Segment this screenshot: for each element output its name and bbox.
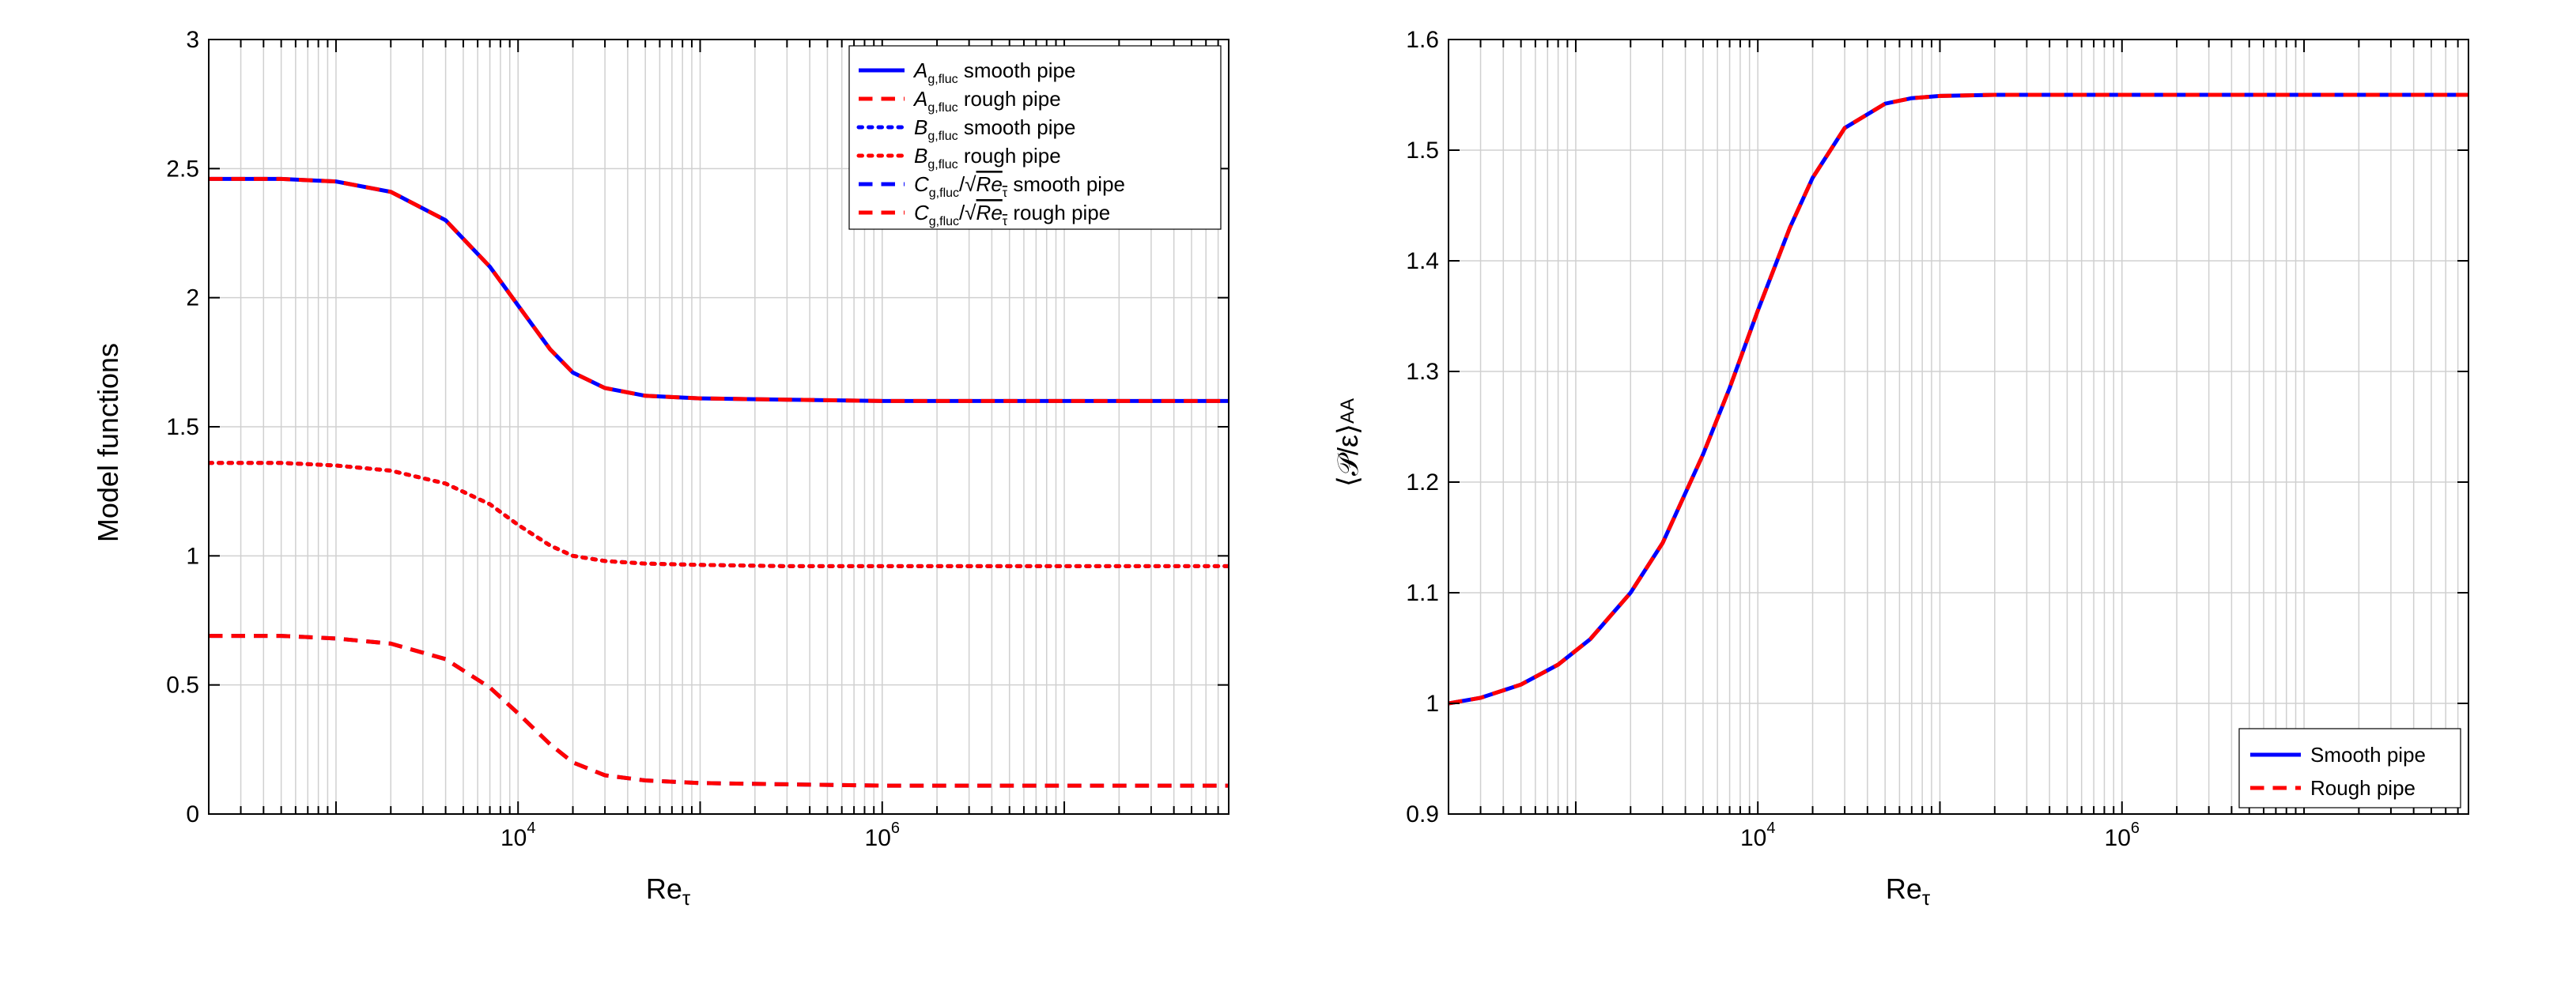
svg-text:106: 106 xyxy=(865,820,901,851)
svg-text:3: 3 xyxy=(186,27,199,53)
svg-text:1.5: 1.5 xyxy=(166,414,199,440)
svg-text:1.5: 1.5 xyxy=(1406,138,1439,164)
series-B_smooth xyxy=(209,463,1229,567)
svg-text:2.5: 2.5 xyxy=(166,156,199,182)
svg-text:106: 106 xyxy=(2105,820,2140,851)
right-panel: ⟨𝒫/ε⟩AA 0.9 1 1.1 1.2 1.3 1.4 1.5 1.6 104 106 Smoo… xyxy=(1331,24,2484,910)
right-plot-area: 0.9 1 1.1 1.2 1.3 1.4 1.5 1.6 104 106 Smooth pipe R… xyxy=(1377,24,2484,861)
svg-text:1: 1 xyxy=(186,543,199,569)
svg-text:1.3: 1.3 xyxy=(1406,359,1439,385)
svg-text:104: 104 xyxy=(1740,820,1776,851)
left-ylabel: Model functions xyxy=(92,343,125,542)
svg-text:104: 104 xyxy=(500,820,536,851)
svg-text:0: 0 xyxy=(186,801,199,827)
series-C_smooth xyxy=(209,636,1229,786)
svg-text:1.4: 1.4 xyxy=(1406,248,1439,274)
series-PE_rough xyxy=(1449,95,2468,703)
svg-text:1.1: 1.1 xyxy=(1406,580,1439,606)
svg-text:Smooth pipe: Smooth pipe xyxy=(2310,743,2426,767)
series-PE_smooth xyxy=(1449,95,2468,703)
svg-text:1.6: 1.6 xyxy=(1406,27,1439,53)
series-B_rough xyxy=(209,463,1229,567)
right-xlabel: Reτ xyxy=(1886,873,1930,910)
svg-text:2: 2 xyxy=(186,285,199,311)
left-panel: Model functions 00.511.522.53104106Ag,fl… xyxy=(92,24,1245,910)
svg-text:0.9: 0.9 xyxy=(1406,801,1439,827)
left-xlabel: Reτ xyxy=(646,873,690,910)
svg-text:1: 1 xyxy=(1426,691,1439,717)
left-plot-area: 00.511.522.53104106Ag,fluc smooth pipeAg… xyxy=(138,24,1245,861)
right-ylabel: ⟨𝒫/ε⟩AA xyxy=(1331,398,1365,487)
svg-text:1.2: 1.2 xyxy=(1406,469,1439,496)
svg-text:Rough pipe: Rough pipe xyxy=(2310,776,2415,800)
svg-text:0.5: 0.5 xyxy=(166,673,199,699)
figure: Model functions 00.511.522.53104106Ag,fl… xyxy=(0,0,2576,926)
series-C_rough xyxy=(209,636,1229,786)
